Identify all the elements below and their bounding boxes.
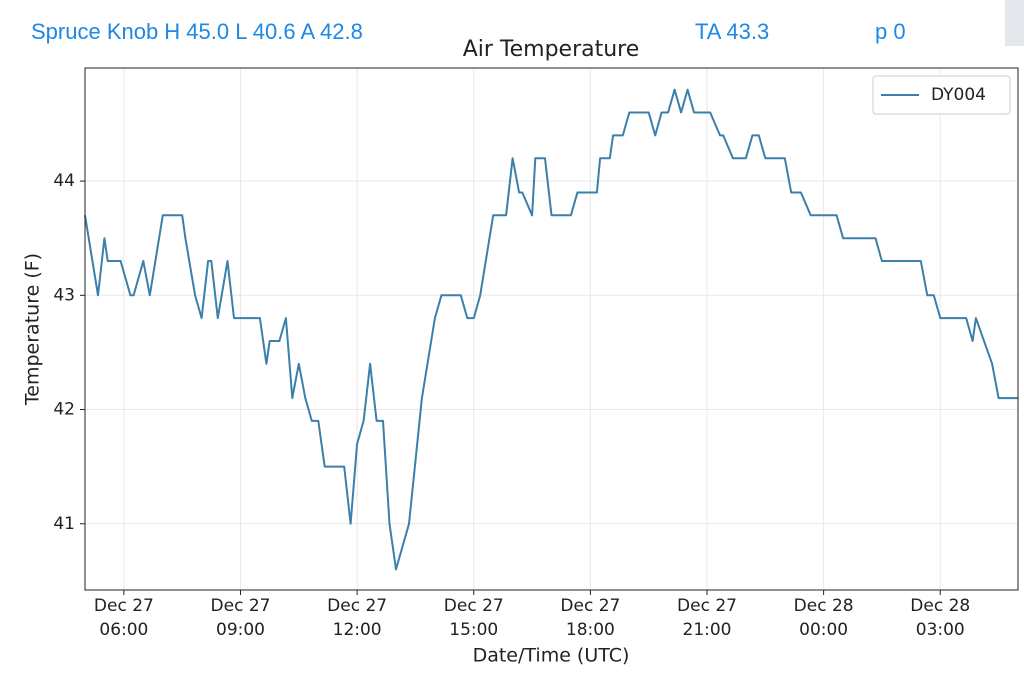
x-tick-label: Dec 27 06:00 <box>94 596 154 640</box>
x-tick-label: Dec 28 00:00 <box>794 596 854 640</box>
chart-title: Air Temperature <box>463 37 640 62</box>
x-tick-label: Dec 27 12:00 <box>327 596 387 640</box>
side-tab[interactable] <box>1005 0 1024 46</box>
legend-label: DY004 <box>931 85 986 105</box>
legend-box <box>872 75 1011 115</box>
ta-value: TA 43.3 <box>695 19 769 44</box>
plot-frame <box>84 67 1019 591</box>
x-tick-label: Dec 27 21:00 <box>677 596 737 640</box>
data-line <box>84 88 1018 571</box>
y-axis-label: Temperature (F) <box>22 253 44 406</box>
y-tick-label: 44 <box>53 171 75 191</box>
y-tick-label: 43 <box>53 285 75 305</box>
y-tick-label: 42 <box>53 400 75 420</box>
y-tick-label: 41 <box>53 514 75 534</box>
x-tick-label: Dec 27 18:00 <box>560 596 620 640</box>
x-tick-label: Dec 27 15:00 <box>444 596 504 640</box>
x-tick-label: Dec 27 09:00 <box>211 596 271 640</box>
station-summary: Spruce Knob H 45.0 L 40.6 A 42.8 <box>31 19 363 44</box>
p-value: p 0 <box>875 19 906 44</box>
x-axis-label: Date/Time (UTC) <box>473 645 630 667</box>
x-tick-label: Dec 28 03:00 <box>910 596 970 640</box>
